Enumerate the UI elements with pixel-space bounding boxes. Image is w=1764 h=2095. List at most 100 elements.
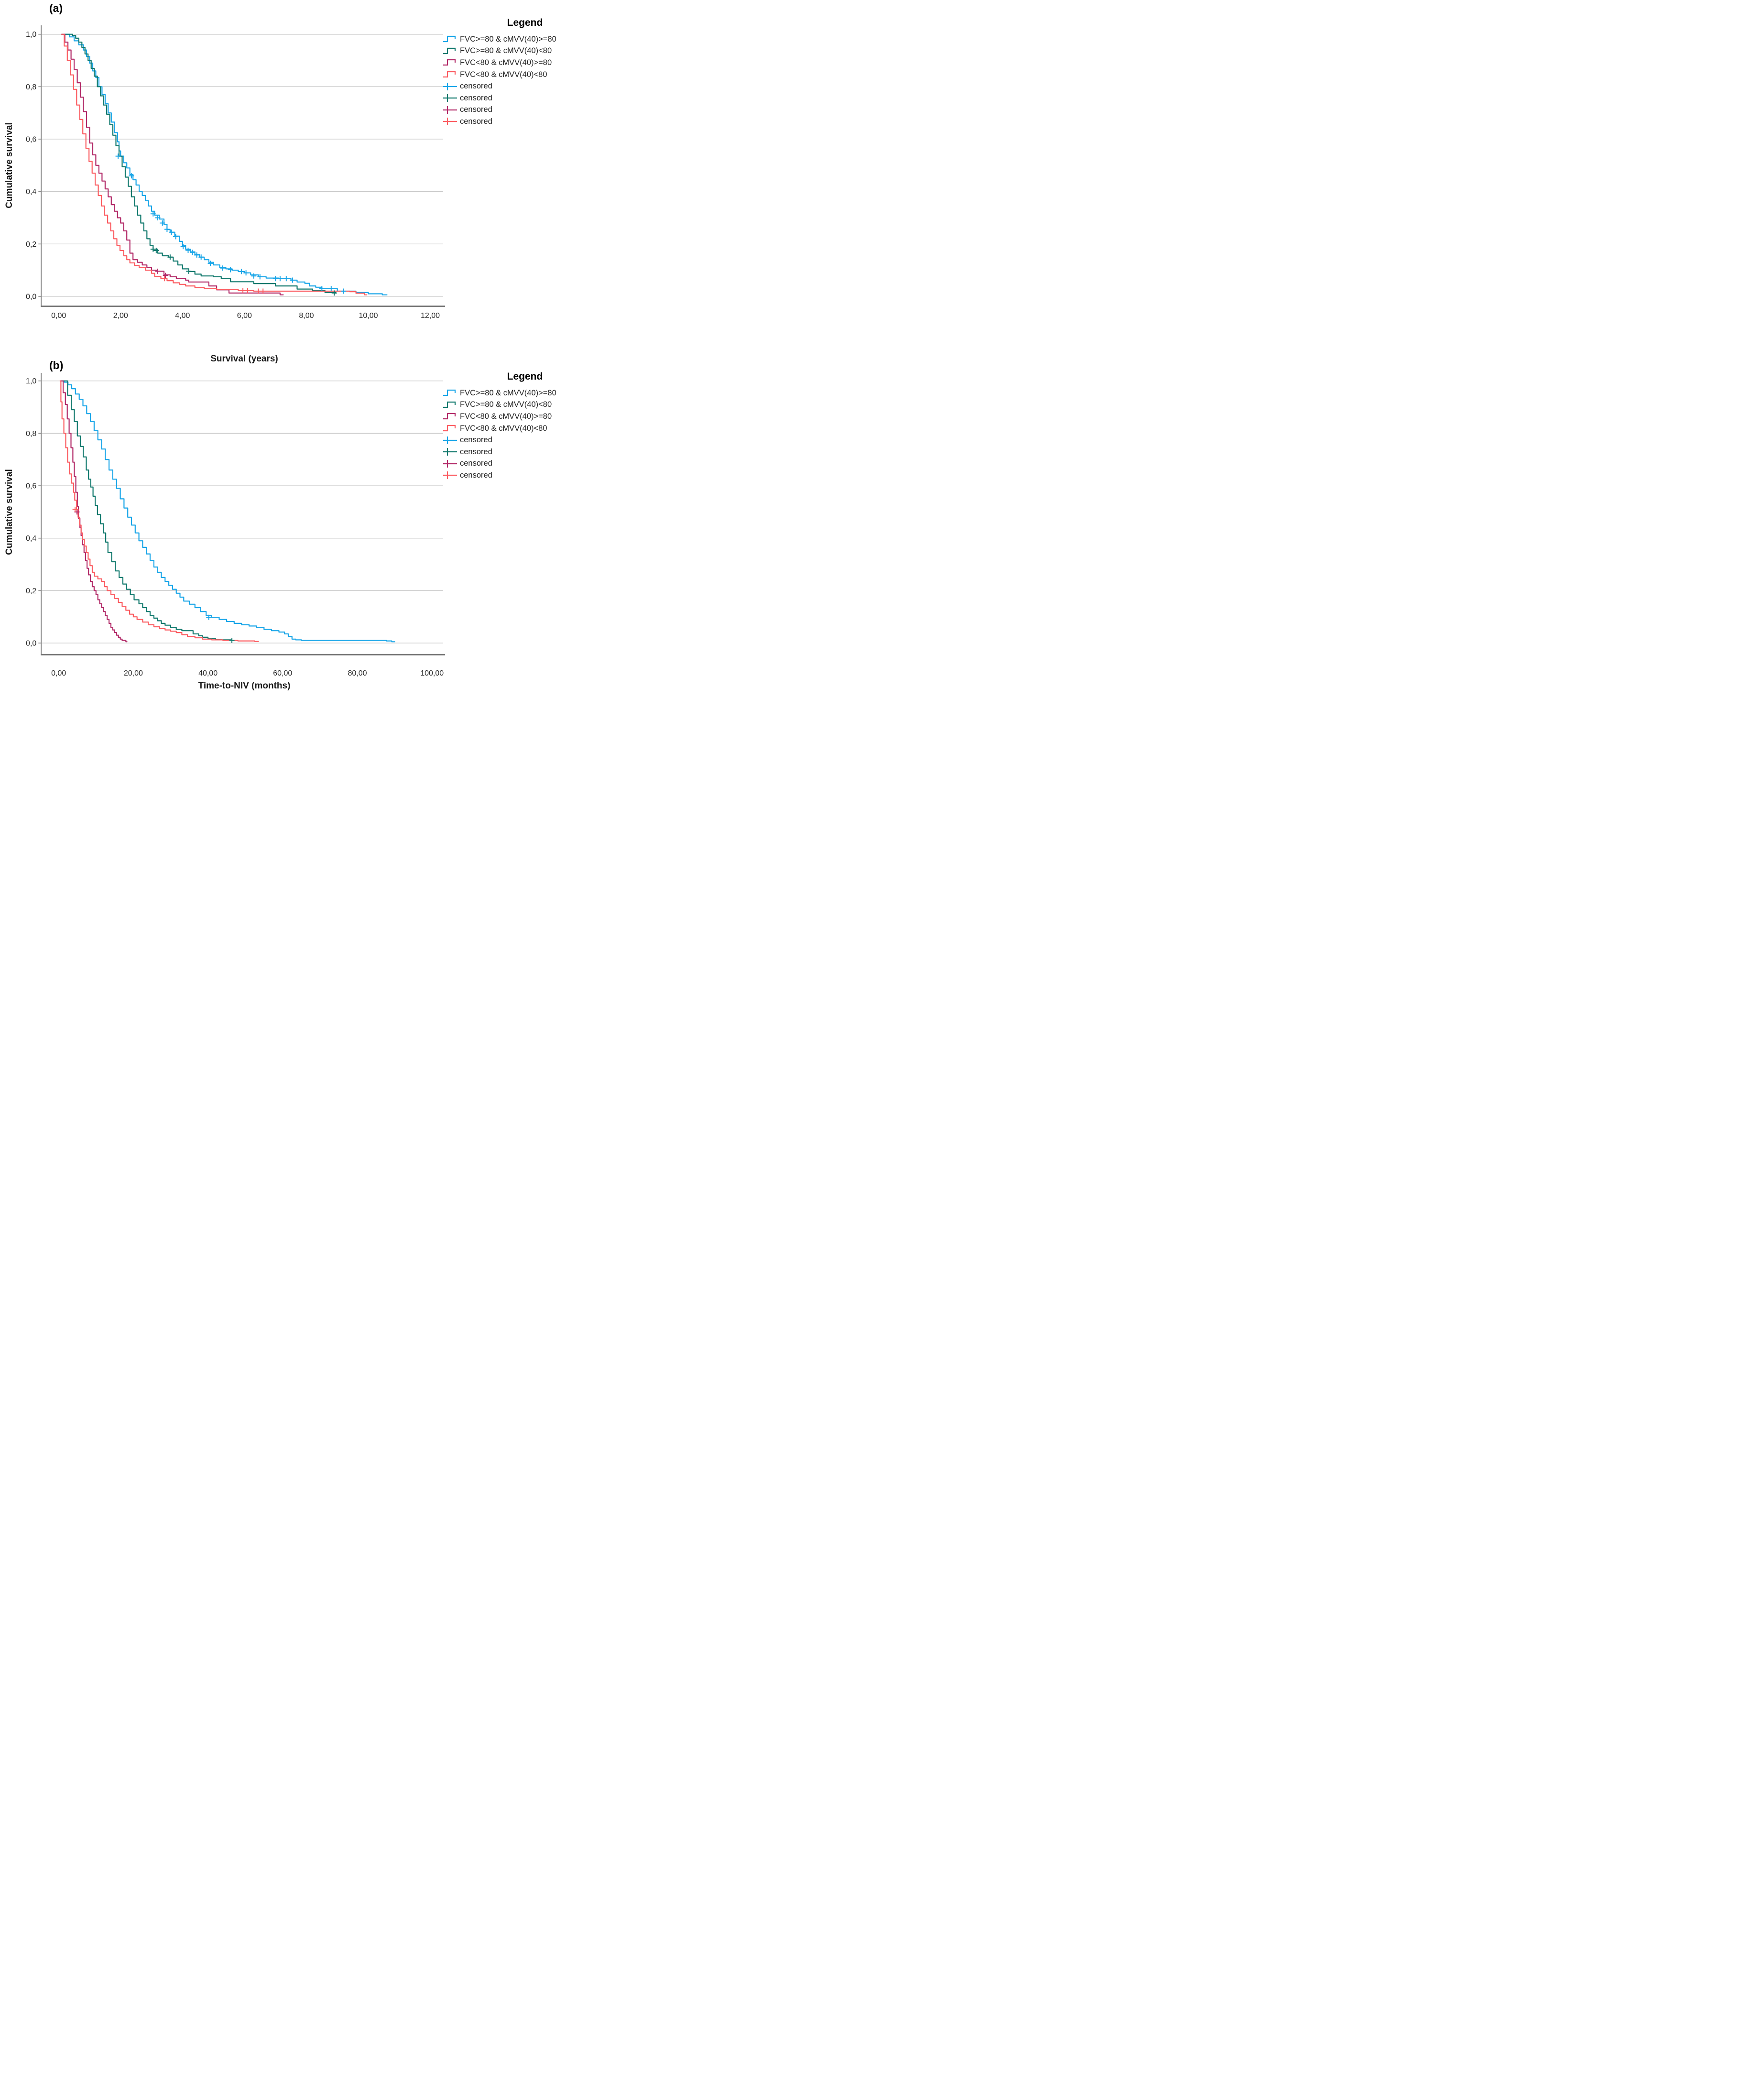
legend-items: FVC>=80 & cMVV(40)>=80 FVC>=80 & cMVV(40)…: [443, 387, 588, 481]
censored-mark: [169, 229, 174, 235]
survival-plots-canvas: 1,0 0,8 0,6 0,4 0,2 0,0 0,00 2,00 4,00 6,00 8,00 10…: [26, 25, 445, 677]
censored-mark: [277, 276, 283, 282]
legend-title: Legend: [507, 17, 543, 28]
censored-mark: [155, 268, 161, 274]
censored-mark: [260, 288, 266, 294]
censored-mark: [207, 261, 213, 266]
legend-item-censored-4: censored: [443, 116, 588, 128]
panel-a-legend: Legend FVC>=80 & cMVV(40)>=80 FVC>=80 & c…: [443, 17, 588, 128]
panel-b-y-axis-title: Cumulative survival: [4, 469, 14, 555]
legend-items: FVC>=80 & cMVV(40)>=80 FVC>=80 & cMVV(40)…: [443, 33, 588, 128]
legend-item-group-2: FVC>=80 & cMVV(40)<80: [443, 45, 588, 57]
x-tick-label: 0,00: [51, 669, 66, 677]
censored-plus-swatch-icon: [443, 118, 457, 126]
censored-plus-swatch-icon: [443, 471, 457, 480]
km-survival-figure: 1,0 0,8 0,6 0,4 0,2 0,0 0,00 2,00 4,00 6,00 8,00 10…: [0, 0, 588, 698]
legend-item-censored-4: censored: [443, 469, 588, 481]
panel-a-y-axis-title: Cumulative survival: [4, 122, 14, 208]
censored-mark: [240, 288, 246, 294]
step-line-swatch-icon: [443, 425, 456, 432]
legend-item-group-1: FVC>=80 & cMVV(40)>=80: [443, 33, 588, 45]
x-tick-label: 20,00: [124, 669, 143, 677]
y-tick-label: 0,0: [26, 293, 36, 301]
x-tick-label: 2,00: [113, 312, 128, 320]
legend-item-label: censored: [460, 459, 492, 468]
y-tick-label: 0,0: [26, 640, 36, 648]
panel-b-label: (b): [49, 359, 64, 371]
x-tick-label: 8,00: [299, 312, 314, 320]
legend-item-label: censored: [460, 93, 492, 102]
censored-plus-swatch-icon: [443, 94, 457, 102]
survival-curve: [59, 380, 259, 642]
censored-plus-swatch-icon: [443, 448, 457, 456]
legend-item-censored-2: censored: [443, 92, 588, 104]
legend-item-label: censored: [460, 82, 492, 91]
legend-item-label: FVC>=80 & cMVV(40)<80: [460, 46, 552, 55]
legend-item-label: FVC<80 & cMVV(40)>=80: [460, 412, 552, 421]
y-tick-label: 0,2: [26, 240, 36, 249]
censored-mark: [72, 506, 78, 512]
survival-curve: [60, 380, 395, 643]
y-tick-label: 1,0: [26, 31, 36, 39]
x-tick-label: 4,00: [175, 312, 190, 320]
x-tick-label: 60,00: [273, 669, 292, 677]
censored-mark: [243, 270, 249, 276]
y-tick-label: 0,8: [26, 83, 36, 91]
survival-curve: [61, 33, 284, 295]
survival-curve: [60, 380, 128, 643]
censored-mark: [251, 273, 257, 279]
y-tick-label: 0,4: [26, 188, 36, 196]
survival-curve: [61, 33, 368, 295]
censored-mark: [173, 234, 179, 240]
step-line-swatch-icon: [443, 413, 456, 420]
y-tick-label: 0,8: [26, 430, 36, 438]
censored-mark: [198, 254, 204, 260]
censored-mark: [290, 277, 295, 283]
censored-mark: [115, 153, 121, 159]
panel-b-plot: 1,0 0,8 0,6 0,4 0,2 0,0 0,00 20,00 40,00 60,00 80,…: [26, 373, 445, 677]
censored-mark: [331, 290, 337, 296]
x-tick-label: 12,00: [421, 312, 440, 320]
legend-item-censored-1: censored: [443, 434, 588, 446]
legend-item-label: FVC<80 & cMVV(40)>=80: [460, 58, 552, 67]
censored-mark: [155, 215, 161, 220]
censored-mark: [283, 276, 289, 282]
y-tick-label: 1,0: [26, 377, 36, 385]
censored-mark: [150, 246, 156, 252]
legend-item-label: FVC>=80 & cMVV(40)>=80: [460, 34, 556, 44]
survival-curve: [61, 380, 235, 641]
y-tick-label: 0,2: [26, 587, 36, 595]
legend-item-label: censored: [460, 117, 492, 126]
censored-mark: [129, 173, 134, 179]
step-line-swatch-icon: [443, 59, 456, 66]
censored-plus-swatch-icon: [443, 82, 457, 90]
legend-item-label: FVC<80 & cMVV(40)<80: [460, 424, 547, 433]
censored-mark: [190, 250, 195, 255]
panel-b-legend: Legend FVC>=80 & cMVV(40)>=80 FVC>=80 & c…: [443, 371, 588, 481]
step-line-swatch-icon: [443, 401, 456, 408]
censored-mark: [162, 276, 167, 282]
censored-mark: [228, 267, 233, 273]
panel-a-label: (a): [49, 2, 63, 14]
y-tick-label: 0,6: [26, 136, 36, 144]
x-tick-label: 6,00: [237, 312, 252, 320]
legend-item-group-1: FVC>=80 & cMVV(40)>=80: [443, 387, 588, 399]
censored-mark: [328, 286, 334, 292]
censored-mark: [153, 248, 159, 253]
censored-mark: [257, 274, 263, 280]
panel-b-x-axis-title: Time-to-NIV (months): [198, 681, 291, 691]
legend-item-group-2: FVC>=80 & cMVV(40)<80: [443, 399, 588, 411]
legend-item-label: censored: [460, 470, 492, 480]
survival-curve: [61, 33, 388, 295]
censored-plus-swatch-icon: [443, 106, 457, 114]
survival-curve: [61, 33, 337, 294]
step-line-swatch-icon: [443, 36, 456, 43]
legend-item-label: FVC<80 & cMVV(40)<80: [460, 70, 547, 79]
step-line-swatch-icon: [443, 71, 456, 78]
censored-mark: [164, 227, 170, 232]
x-tick-label: 80,00: [348, 669, 367, 677]
censored-mark: [220, 265, 226, 271]
legend-item-censored-1: censored: [443, 80, 588, 92]
censored-mark: [245, 288, 250, 294]
legend-item-label: censored: [460, 105, 492, 114]
